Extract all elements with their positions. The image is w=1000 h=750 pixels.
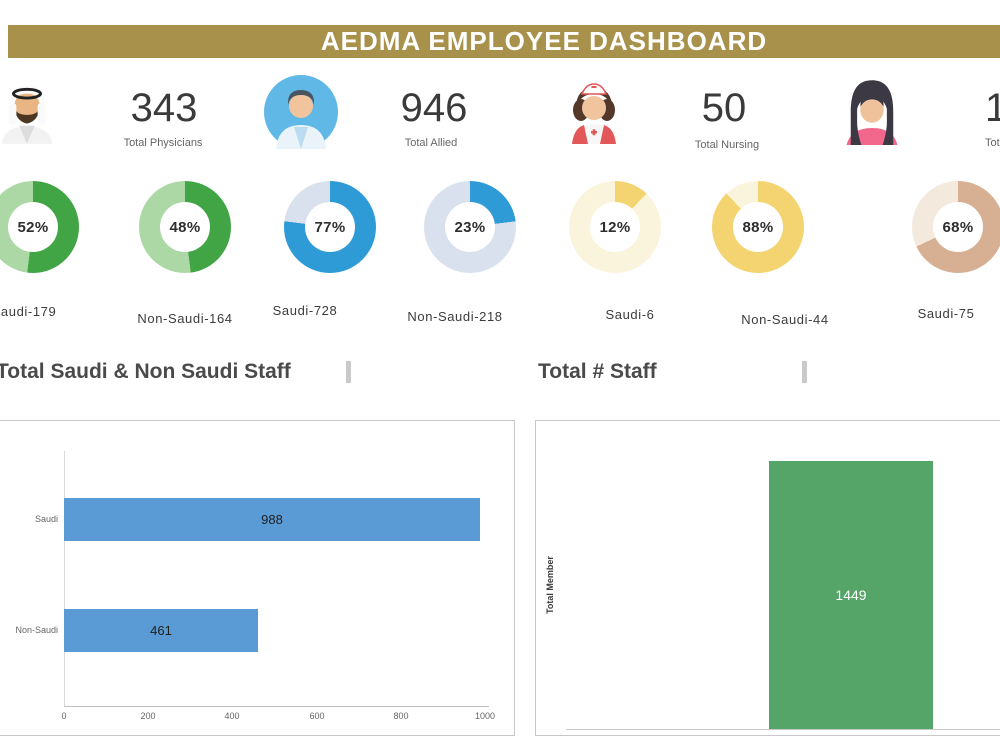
- kpi-value-nursing: 50: [701, 86, 747, 130]
- category-label-saudi: Saudi: [34, 514, 58, 524]
- y-axis-line: [64, 451, 65, 706]
- donut-percent: 12%: [599, 218, 631, 236]
- x-tick: 400: [224, 711, 240, 721]
- nurse-icon: [562, 78, 626, 146]
- physician-icon: [0, 82, 56, 144]
- donut-nonsaudi-physicians[interactable]: 48%: [139, 181, 231, 273]
- donut-saudi-nursing[interactable]: 12%: [569, 181, 661, 273]
- donut-nonsaudi-nursing[interactable]: 88%: [712, 181, 804, 273]
- x-tick: 0: [61, 711, 67, 721]
- kpi-label-allied: Total Allied: [404, 137, 458, 149]
- donut-saudi-allied[interactable]: 77%: [284, 181, 376, 273]
- donut-caption: Saudi-728: [272, 303, 338, 318]
- x-tick: 600: [309, 711, 325, 721]
- total-staff-bar-chart[interactable]: Total Member 1449: [535, 420, 1000, 736]
- admin-icon: [838, 76, 906, 146]
- section-divider: [346, 361, 351, 383]
- donut-nonsaudi-allied[interactable]: 23%: [424, 181, 516, 273]
- donut-caption: Non-Saudi-44: [741, 312, 829, 327]
- bar-value-label: 988: [261, 512, 283, 527]
- y-axis-title: Total Member: [545, 556, 555, 614]
- x-axis-line: [64, 706, 489, 707]
- donut-saudi-physicians[interactable]: 52%: [0, 181, 79, 273]
- kpi-value-admin: 110: [985, 86, 1000, 130]
- donut-percent: 68%: [942, 218, 974, 236]
- donut-caption: Saudi-6: [605, 307, 655, 322]
- left-chart-title: Total Saudi & Non Saudi Staff: [0, 360, 291, 383]
- bar-value-label: 1449: [835, 587, 867, 603]
- donut-saudi-admin[interactable]: 68%: [912, 181, 1000, 273]
- saudi-nonsaudi-bar-chart[interactable]: Saudi/Non-Saudi Saudi Non-Saudi 988 461 …: [0, 420, 515, 736]
- x-tick: 800: [393, 711, 409, 721]
- donut-caption: Non-Saudi-218: [407, 309, 503, 324]
- donut-percent: 52%: [17, 218, 49, 236]
- donut-caption: Saudi-75: [917, 306, 975, 321]
- bar-total-staff[interactable]: 1449: [769, 461, 933, 729]
- dashboard-title: AEDMA EMPLOYEE DASHBOARD: [320, 26, 768, 56]
- kpi-label-nursing: Total Nursing: [694, 139, 760, 151]
- bar-saudi[interactable]: 988: [64, 498, 480, 541]
- donut-percent: 77%: [314, 218, 346, 236]
- x-tick: 200: [140, 711, 156, 721]
- donut-percent: 88%: [742, 218, 774, 236]
- bar-nonsaudi[interactable]: 461: [64, 609, 258, 652]
- donut-percent: 23%: [454, 218, 486, 236]
- section-divider: [802, 361, 807, 383]
- right-chart-title: Total # Staff: [538, 360, 657, 383]
- donut-caption: Saudi-179: [0, 304, 57, 319]
- category-label-nonsaudi: Non-Saudi: [15, 625, 58, 635]
- dashboard-header: AEDMA EMPLOYEE DASHBOARD: [8, 25, 1000, 58]
- kpi-label-admin: Total Admin: [985, 137, 1000, 149]
- x-tick: 1000: [474, 711, 496, 721]
- kpi-value-physicians: 343: [130, 86, 198, 130]
- kpi-value-allied: 946: [400, 86, 468, 130]
- donut-caption: Non-Saudi-164: [137, 311, 233, 326]
- kpi-label-physicians: Total Physicians: [123, 137, 203, 149]
- donut-percent: 48%: [169, 218, 201, 236]
- allied-icon: [264, 75, 338, 149]
- bar-value-label: 461: [150, 623, 172, 638]
- x-axis-line: [566, 729, 1000, 730]
